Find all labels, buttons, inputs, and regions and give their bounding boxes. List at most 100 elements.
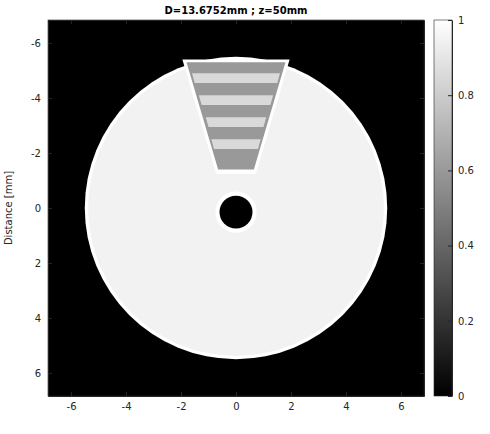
tick-label: 0	[458, 391, 464, 402]
tick-label: 4	[35, 313, 41, 324]
tick-label: -6	[67, 401, 77, 412]
tick-label: -4	[31, 93, 41, 104]
polygon	[199, 95, 273, 105]
tick-mark	[448, 170, 452, 171]
tick-mark	[448, 321, 452, 322]
tick: 2	[35, 258, 52, 269]
tick-label: 0	[35, 203, 41, 214]
tick-mark	[48, 318, 52, 319]
tick-mark	[420, 373, 424, 374]
disk	[88, 60, 384, 356]
tick-mark	[48, 98, 52, 99]
tick	[236, 20, 237, 24]
tick	[420, 263, 424, 264]
polygon	[192, 73, 280, 83]
y-axis-right	[420, 21, 425, 397]
tick-mark	[48, 43, 52, 44]
tick-mark	[291, 20, 292, 24]
tick-mark	[401, 20, 402, 24]
tick-label: 0.4	[458, 240, 474, 251]
tick	[420, 153, 424, 154]
tick: -4	[122, 392, 132, 412]
tick: 0	[35, 203, 52, 214]
tick-mark	[448, 20, 452, 21]
background	[48, 20, 424, 396]
tick-label: -2	[31, 148, 41, 159]
tick: 0	[233, 392, 239, 412]
tick-label: 0	[233, 401, 239, 412]
y-axis-title: Distance [mm]	[3, 171, 14, 245]
tick	[420, 98, 424, 99]
colorbar-axis: 0 0.2 0.4 0.6 0.8 1	[448, 15, 474, 402]
tick	[420, 373, 424, 374]
frame	[48, 20, 424, 396]
tick-mark	[71, 392, 72, 396]
tick-mark	[346, 392, 347, 396]
tick: -6	[31, 38, 52, 49]
tick-mark	[236, 20, 237, 24]
polygon	[211, 139, 260, 149]
tick: -2	[31, 148, 52, 159]
tick-label: 2	[288, 401, 294, 412]
tick: 0.2	[448, 316, 474, 327]
x-axis-top	[49, 20, 425, 24]
tick-mark	[420, 153, 424, 154]
tick-mark	[236, 392, 237, 396]
tick: 6	[398, 392, 404, 412]
chart: -6-4-20246-6-4-20246D=13.6752mm ; z=50mm…	[0, 0, 490, 434]
tick-label: 0.8	[458, 90, 474, 101]
tick	[346, 20, 347, 24]
tick: 6	[35, 368, 52, 379]
tick: 1	[448, 15, 464, 26]
tick	[401, 20, 402, 24]
tick: 0	[448, 391, 464, 402]
tick-label: -4	[122, 401, 132, 412]
tick	[291, 20, 292, 24]
tick-mark	[48, 373, 52, 374]
tick-mark	[448, 246, 452, 247]
tick-label: 6	[398, 401, 404, 412]
tick: -2	[177, 392, 187, 412]
tick-mark	[420, 318, 424, 319]
disk	[215, 192, 256, 233]
tick-label: -6	[31, 38, 41, 49]
tick: 0.6	[448, 165, 474, 176]
tick-mark	[71, 20, 72, 24]
tick-mark	[420, 208, 424, 209]
tick-mark	[48, 153, 52, 154]
tick-mark	[401, 392, 402, 396]
tick-label: 4	[343, 401, 349, 412]
tick	[420, 318, 424, 319]
tick-mark	[420, 98, 424, 99]
tick-mark	[126, 392, 127, 396]
tick: 4	[35, 313, 52, 324]
tick: -6	[67, 392, 77, 412]
tick	[420, 208, 424, 209]
tick-mark	[126, 20, 127, 24]
x-axis: -6 -4 -2 0 2 4 6	[49, 392, 425, 412]
polygon	[187, 62, 286, 169]
tick-label: 2	[35, 258, 41, 269]
image-area	[48, 20, 424, 396]
tick-mark	[48, 208, 52, 209]
tick-mark	[346, 20, 347, 24]
tick: 0.8	[448, 90, 474, 101]
tick	[181, 20, 182, 24]
tick-mark	[181, 20, 182, 24]
tick-label: 0.2	[458, 316, 474, 327]
polygon	[182, 60, 289, 174]
tick	[420, 43, 424, 44]
axis-line	[452, 21, 453, 397]
tick	[71, 20, 72, 24]
axis-line	[49, 396, 425, 397]
polygon	[206, 117, 266, 127]
tick-label: 0.6	[458, 165, 474, 176]
tick-mark	[420, 263, 424, 264]
tick-label: -2	[177, 401, 187, 412]
colorbar	[434, 20, 452, 396]
tick: 0.4	[448, 240, 474, 251]
tick: -4	[31, 93, 52, 104]
tick	[126, 20, 127, 24]
tick-label: 1	[458, 15, 464, 26]
tick-label: 6	[35, 368, 41, 379]
